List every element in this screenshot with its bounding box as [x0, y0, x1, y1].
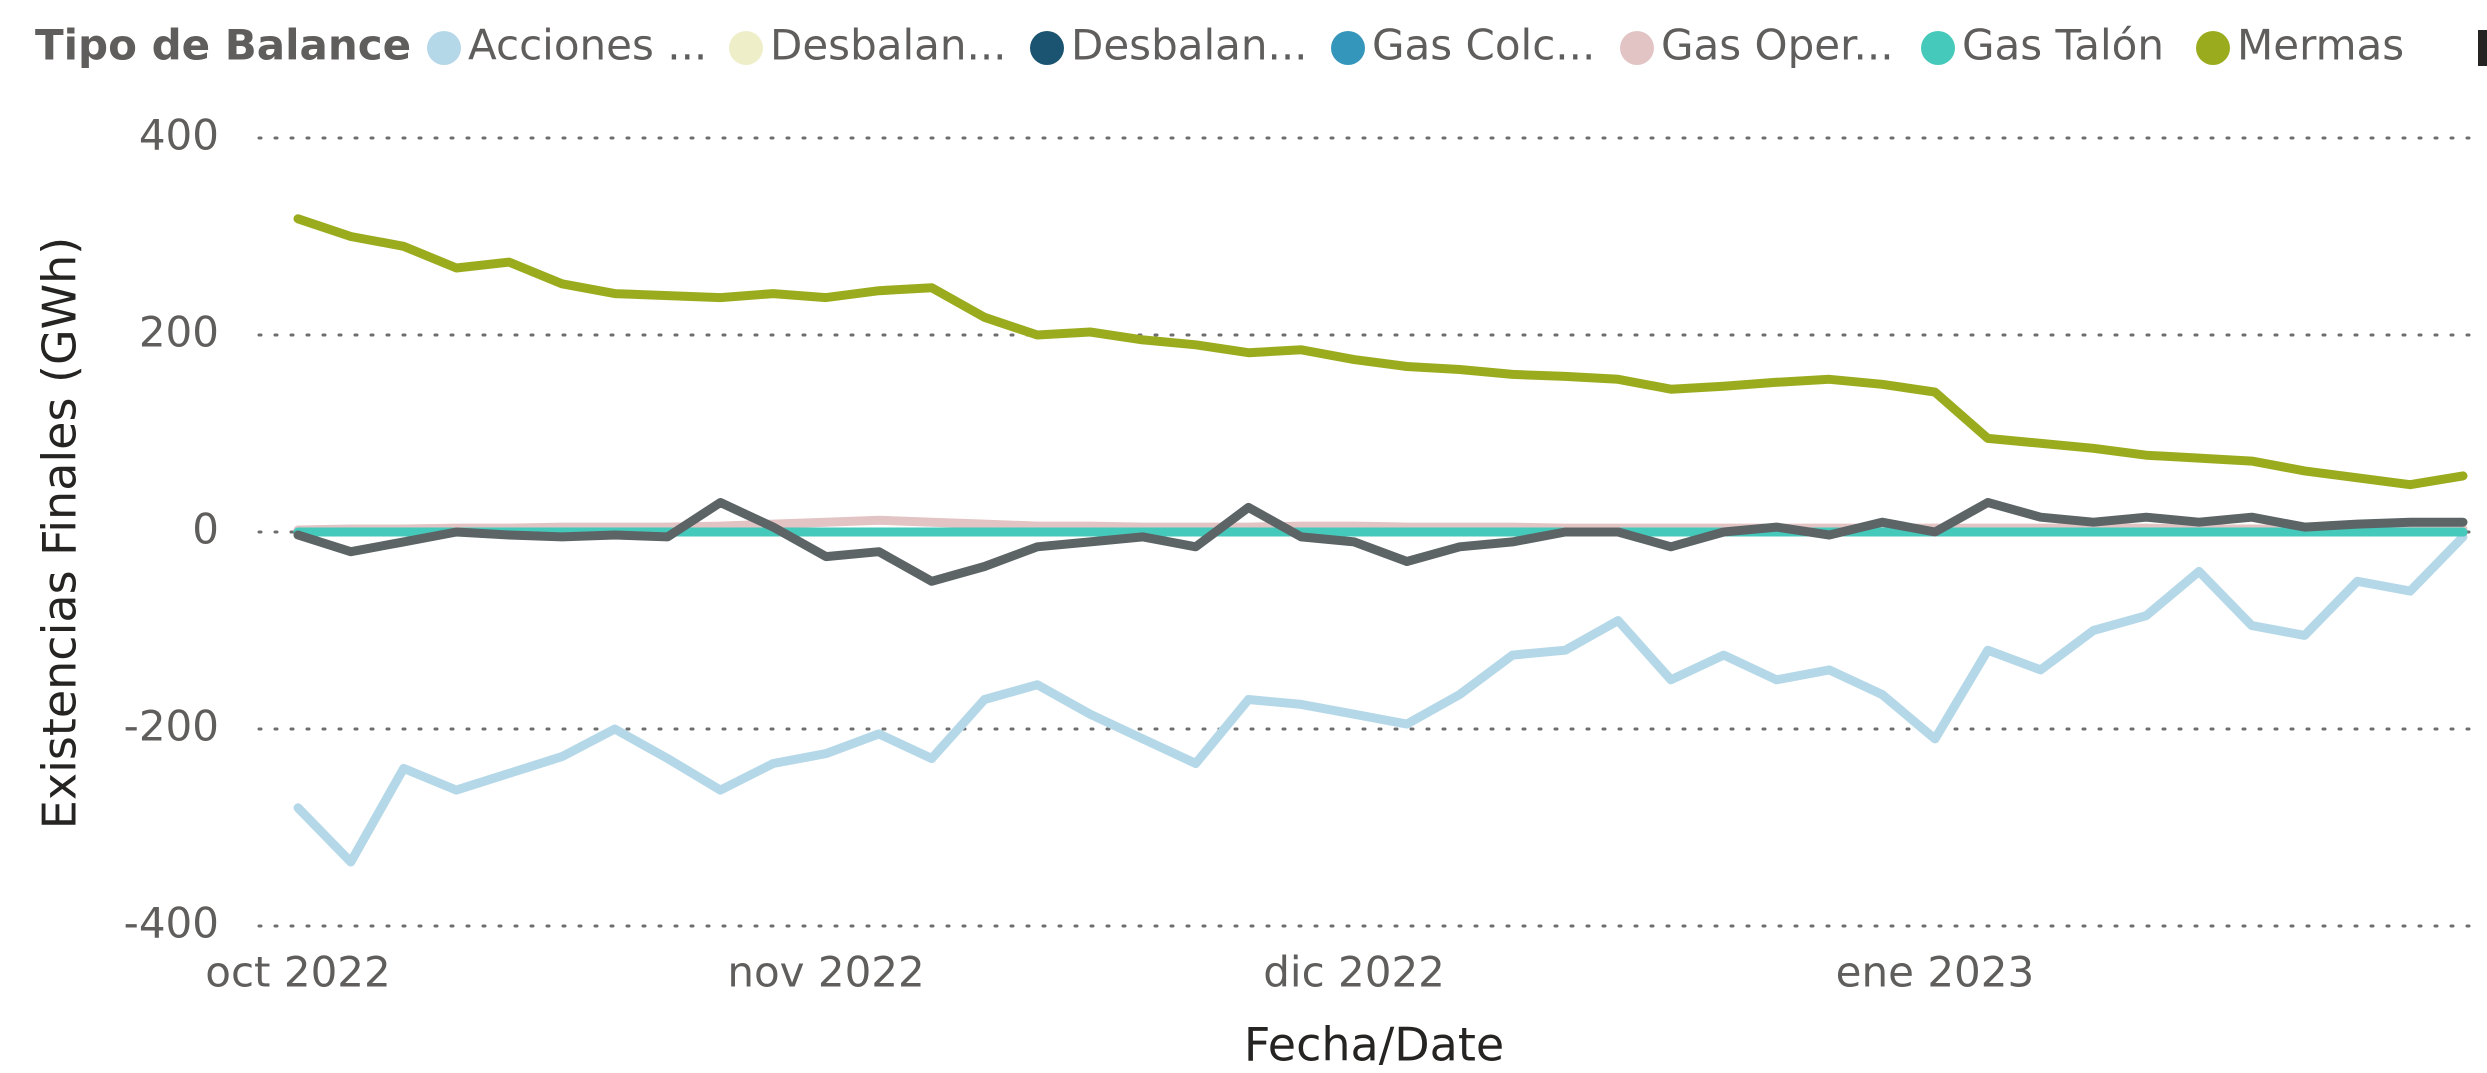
legend-swatch: [729, 31, 763, 65]
legend-label: Mermas: [2237, 21, 2404, 70]
x-tick-label: nov 2022: [727, 948, 924, 997]
legend-swatch: [1030, 31, 1064, 65]
legend-swatch: [1331, 31, 1365, 65]
series-line: [293, 532, 2468, 867]
legend-overflow: [2478, 30, 2487, 66]
y-tick-label: -400: [124, 899, 219, 948]
legend-title: Tipo de Balance: [35, 21, 411, 70]
x-tick-label: oct 2022: [205, 948, 391, 997]
x-axis-title: Fecha/Date: [1244, 1018, 1504, 1072]
legend-swatch: [1921, 31, 1955, 65]
y-axis-title: Existencias Finales (GWh): [33, 237, 87, 829]
legend-label: Gas Colc...: [1372, 21, 1595, 70]
y-tick-label: -200: [124, 702, 219, 751]
legend-label: Gas Talón: [1962, 21, 2164, 70]
legend-label: Desbalan...: [770, 21, 1007, 70]
legend-label: Acciones ...: [468, 21, 707, 70]
x-tick-label: dic 2022: [1263, 948, 1445, 997]
legend-label: Gas Oper...: [1661, 21, 1894, 70]
series-line: [293, 214, 2468, 490]
legend-label: Desbalan...: [1071, 21, 1308, 70]
legend-swatch: [2196, 31, 2230, 65]
legend-swatch: [427, 31, 461, 65]
legend-swatch: [1620, 31, 1654, 65]
y-tick-label: 0: [192, 505, 219, 554]
series-line: [293, 498, 2468, 586]
y-tick-label: 200: [139, 308, 219, 357]
y-tick-label: 400: [139, 111, 219, 160]
x-tick-label: ene 2023: [1836, 948, 2035, 997]
